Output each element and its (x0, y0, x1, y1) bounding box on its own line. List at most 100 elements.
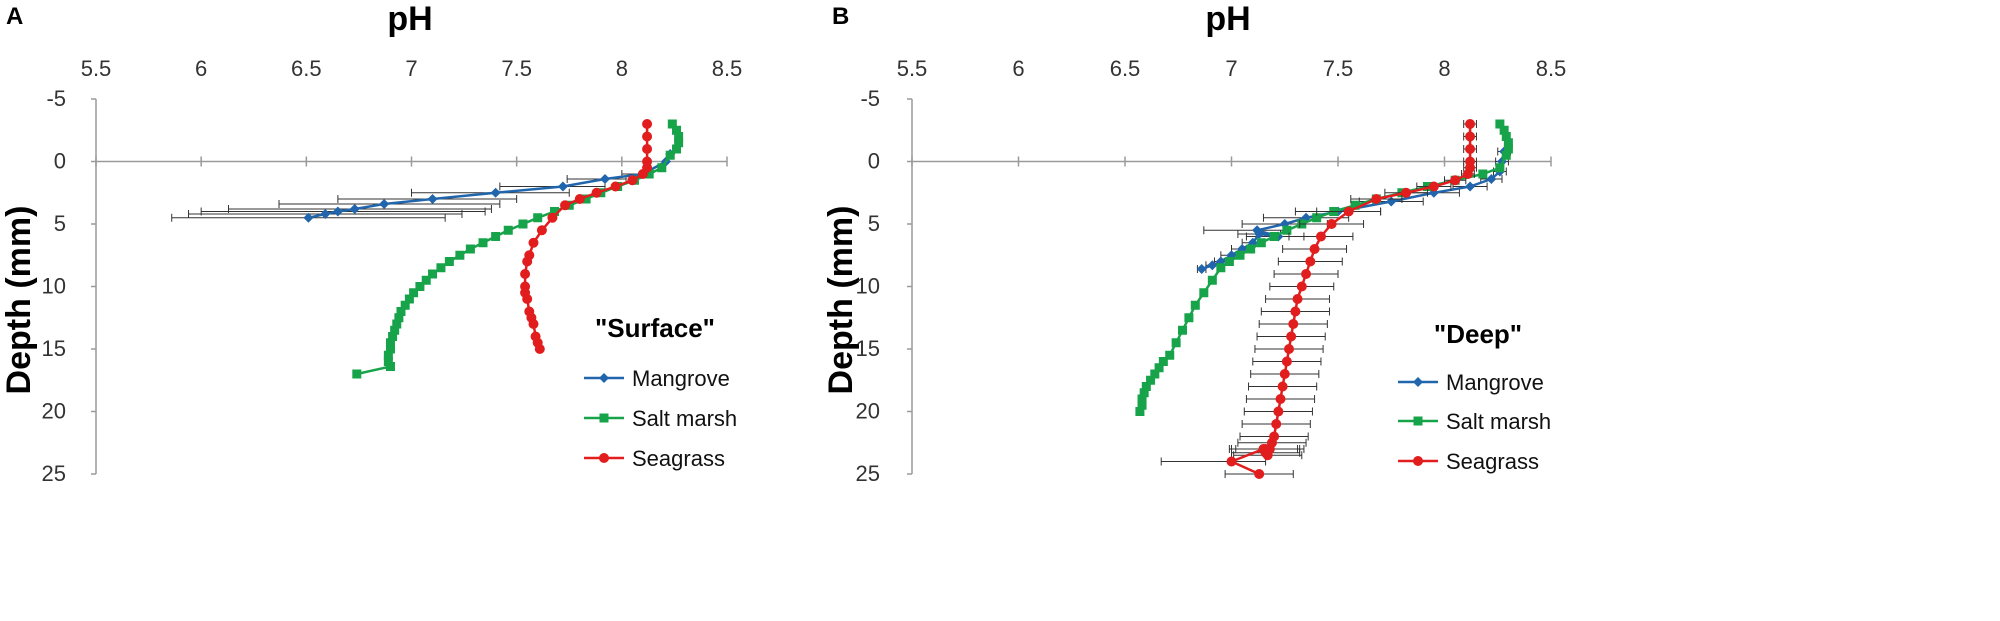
panel-b-legend-item-mangrove: Mangrove (1398, 370, 1544, 395)
panel-a-x-tick-label: 6 (195, 56, 207, 81)
panel-a-salt-marsh-point (455, 250, 465, 260)
panel-a-mangrove-point (490, 187, 501, 198)
panel-b-seagrass-point (1226, 456, 1237, 467)
panel-b-y-axis-title: Depth (mm) (822, 206, 860, 395)
panel-b-salt-marsh-point (1184, 313, 1194, 323)
panel-b-salt-marsh-point (1137, 400, 1147, 410)
panel-b-label: B (832, 3, 849, 30)
panel-a-mangrove-point (557, 181, 568, 192)
panel-a-legend-label: Salt marsh (632, 406, 737, 431)
panel-a-salt-marsh-point (385, 344, 395, 354)
panel-b-salt-marsh-point (1503, 138, 1513, 148)
panel-b-seagrass-point (1254, 469, 1265, 479)
panel-b-y-tick-label: 20 (856, 399, 880, 424)
panel-b-y-tick-label: -5 (860, 86, 880, 111)
panel-b-seagrass-point (1277, 381, 1288, 392)
panel-b-seagrass-point (1275, 394, 1286, 404)
panel-b-legend-title: "Deep" (1434, 319, 1522, 349)
panel-b-salt-marsh-point (1171, 338, 1181, 348)
panel-a-salt-marsh-point (667, 119, 677, 129)
panel-b-salt-marsh-point (1137, 394, 1147, 404)
panel-a-salt-marsh-point (383, 350, 393, 360)
panel-a-salt-marsh-point (478, 238, 488, 248)
panel-b-y-ticks: -5 0 5 10 15 20 25 (856, 86, 912, 486)
panel-a-y-tick-label: 5 (54, 211, 66, 236)
panel-b-seagrass-point (1401, 187, 1412, 198)
panel-a-salt-marsh-point (657, 163, 667, 173)
panel-a-salt-marsh-point (491, 232, 501, 241)
panel-b-series-seagrass (1160, 119, 1477, 479)
panel-a-legend-swatch-marker (599, 453, 609, 463)
panel-b-y-tick-label: 25 (856, 461, 880, 486)
panel-a-salt-marsh-point (396, 307, 406, 316)
panel-b-salt-marsh-point (1190, 300, 1200, 310)
panel-a-salt-marsh-point (404, 294, 414, 304)
panel-a-y-tick-label: 10 (42, 274, 66, 299)
panel-b-seagrass-point (1315, 231, 1326, 242)
panel-b-seagrass-point (1371, 194, 1382, 204)
panel-a-seagrass-point (642, 131, 653, 142)
panel-a-y-tick-label: 20 (42, 399, 66, 424)
panel-b-y-tick-label: 5 (868, 211, 880, 236)
panel-b-salt-marsh-point (1269, 232, 1279, 241)
panel-a-legend-item-seagrass: Seagrass (584, 446, 725, 471)
panel-a-salt-marsh-point (390, 325, 400, 335)
panel-b-salt-marsh-point (1495, 163, 1505, 173)
panel-b-y-tick-label: 15 (856, 336, 880, 361)
panel-b-salt-marsh-point (1158, 357, 1168, 366)
panel-b-seagrass-point (1273, 406, 1284, 417)
panel-a-seagrass-point (522, 256, 533, 267)
panel-a-mangrove-point (332, 206, 343, 217)
panel-a-legend-label: Mangrove (632, 366, 730, 391)
panel-a-salt-marsh-point (392, 319, 402, 329)
panel-a-seagrass-point (574, 194, 585, 204)
panel-a-x-axis-title: pH (387, 0, 432, 38)
panel-a-axes (95, 99, 727, 474)
panel-a-salt-marsh-point (394, 313, 404, 323)
panel-b-x-tick-label: 6 (1012, 56, 1024, 81)
panel-b-salt-marsh-point (1503, 144, 1513, 154)
panel-a-legend-swatch-marker (599, 373, 609, 383)
panel-b-legend-label: Mangrove (1446, 370, 1544, 395)
panel-b-x-axis-title: pH (1205, 0, 1250, 38)
panel-b-salt-marsh-point (1154, 363, 1164, 373)
panel-a-salt-marsh-point (550, 207, 560, 216)
panel-a-salt-marsh-point (415, 282, 425, 291)
panel-b-seagrass-point (1428, 181, 1439, 192)
panel-a-x-tick-label: 7 (405, 56, 417, 81)
panel-a-seagrass-point (610, 181, 621, 192)
panel-b-salt-marsh-point (1256, 238, 1266, 248)
panel-b-salt-marsh-point (1165, 350, 1175, 360)
panel-a-legend-item-salt-marsh: Salt marsh (584, 406, 737, 431)
panel-a-salt-marsh-point (383, 357, 393, 366)
panel-b-salt-marsh-point (1199, 288, 1209, 298)
panel-a-x-tick-label: 8.5 (712, 56, 743, 81)
panel-a-mangrove-point (427, 194, 438, 204)
panel-b-salt-marsh-point (1235, 250, 1245, 260)
panel-b-x-tick-label: 8.5 (1536, 56, 1567, 81)
panel-a-salt-marsh-point (436, 263, 446, 273)
panel-b-x-tick-label: 6.5 (1110, 56, 1141, 81)
panel-a-salt-marsh-point (385, 362, 395, 371)
panel-a-seagrass-point (534, 344, 545, 354)
panel-a-salt-marsh-point (533, 213, 543, 223)
panel-b-seagrass-point (1258, 444, 1269, 454)
panel-a-chart: A pH Depth (mm) 5.5 6 6.5 7 7.5 8 8.5 -5 0 5 10 15… (0, 0, 742, 486)
panel-a-series-seagrass (520, 119, 653, 354)
panel-b-seagrass-point (1465, 131, 1476, 142)
panel-a-y-tick-label: 25 (42, 461, 66, 486)
panel-b-axes (911, 99, 1551, 474)
panel-b-salt-marsh-point (1224, 257, 1234, 266)
panel-b-x-tick-label: 7 (1225, 56, 1237, 81)
panel-a-salt-marsh-point (444, 257, 454, 266)
panel-a-mangrove-point (349, 204, 360, 214)
panel-a-legend: "Surface" Mangrove Salt marsh Seagrass (584, 313, 737, 471)
panel-b-salt-marsh-point (1501, 132, 1511, 141)
panel-b-salt-marsh-point (1495, 119, 1505, 129)
panel-b-salt-marsh-point (1150, 369, 1160, 379)
panel-a-seagrass-point (637, 169, 648, 179)
panel-a-x-tick-label: 6.5 (291, 56, 322, 81)
panel-a-label: A (6, 3, 23, 30)
panel-a-x-tick-label: 7.5 (501, 56, 532, 81)
panel-b-salt-marsh-point (1246, 244, 1256, 254)
